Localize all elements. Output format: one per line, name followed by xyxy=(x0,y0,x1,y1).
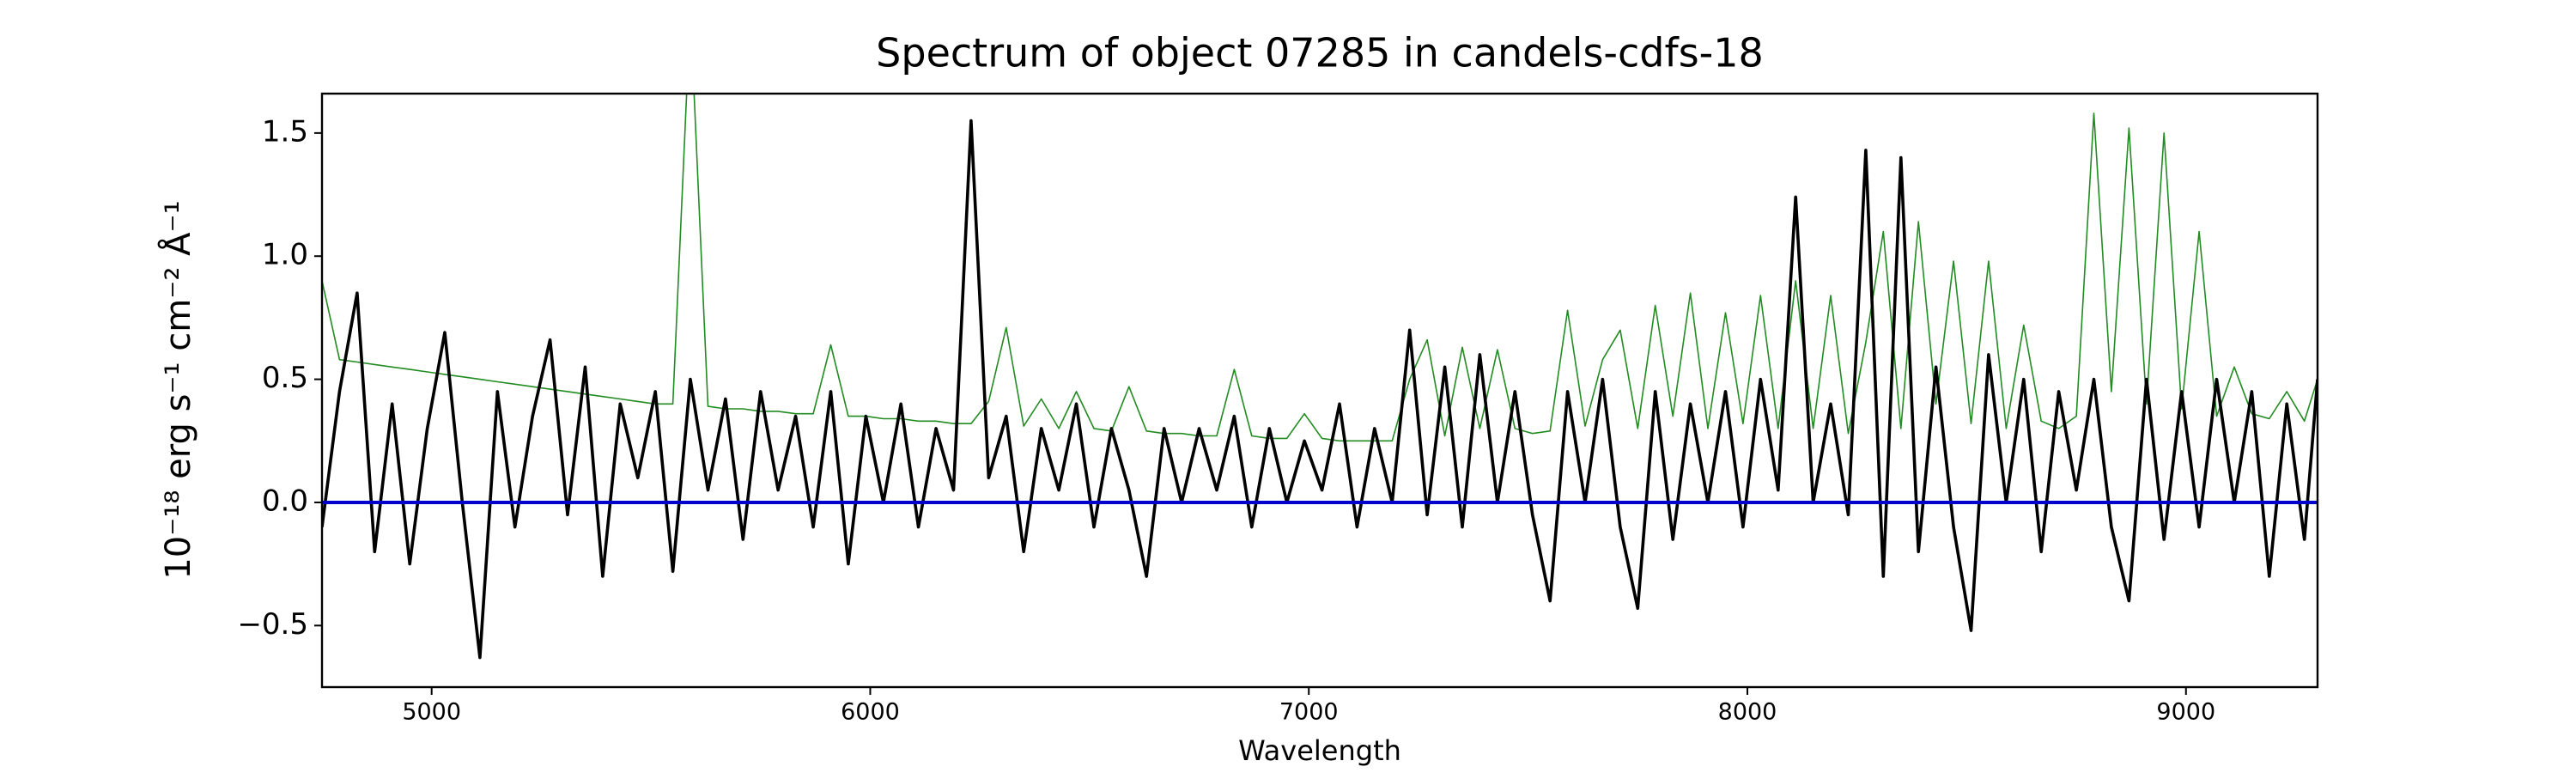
x-tick-label: 7000 xyxy=(1279,699,1339,726)
chart-title: Spectrum of object 07285 in candels-cdfs… xyxy=(876,30,1764,76)
y-tick-label: −0.5 xyxy=(237,607,308,642)
spectrum-line xyxy=(322,119,2318,660)
y-axis-label: 10⁻¹⁸ erg s⁻¹ cm⁻² Å⁻¹ xyxy=(157,200,198,579)
x-tick-label: 9000 xyxy=(2156,699,2215,726)
y-tick-label: 1.0 xyxy=(262,238,308,272)
x-tick-label: 6000 xyxy=(841,699,900,726)
y-tick-label: 0.0 xyxy=(262,484,308,518)
x-tick-label: 8000 xyxy=(1718,699,1777,726)
y-tick-label: 0.5 xyxy=(262,361,308,395)
y-tick-label: 1.5 xyxy=(262,114,308,149)
x-tick-label: 5000 xyxy=(402,699,461,726)
axes-frame xyxy=(320,92,2319,689)
plot-area xyxy=(322,94,2318,660)
x-axis-label: Wavelength xyxy=(1238,734,1401,767)
